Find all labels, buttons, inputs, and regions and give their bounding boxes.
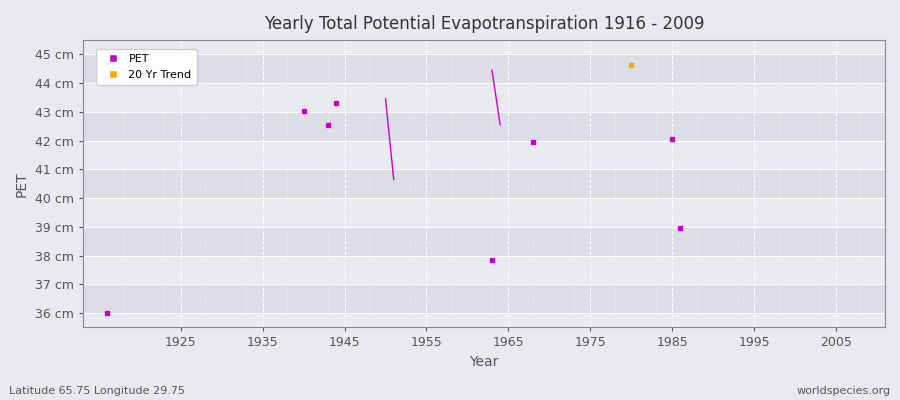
Bar [83, 256, 885, 284]
Y-axis label: PET: PET [15, 171, 29, 196]
Bar [83, 284, 885, 313]
X-axis label: Year: Year [469, 355, 499, 369]
Bar [83, 141, 885, 169]
Legend: PET, 20 Yr Trend: PET, 20 Yr Trend [96, 48, 197, 85]
Bar [83, 169, 885, 198]
Text: Latitude 65.75 Longitude 29.75: Latitude 65.75 Longitude 29.75 [9, 386, 185, 396]
Bar [83, 227, 885, 256]
Bar [83, 198, 885, 227]
Text: worldspecies.org: worldspecies.org [796, 386, 891, 396]
Bar [83, 54, 885, 83]
Bar [83, 83, 885, 112]
Title: Yearly Total Potential Evapotranspiration 1916 - 2009: Yearly Total Potential Evapotranspiratio… [264, 15, 704, 33]
Bar [83, 112, 885, 141]
